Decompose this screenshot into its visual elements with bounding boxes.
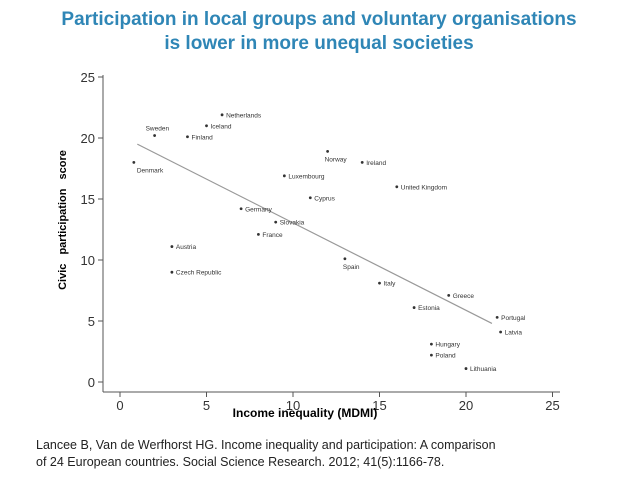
y-tick-label: 10: [81, 253, 95, 268]
point-label: Spain: [343, 264, 360, 271]
y-tick-label: 5: [88, 314, 95, 329]
point-label: Greece: [453, 293, 475, 300]
chart-title-line-2: is lower in more unequal societies: [164, 33, 474, 54]
data-point: [430, 342, 433, 346]
data-point: [464, 367, 468, 370]
point-label: Denmark: [137, 167, 164, 174]
data-point: [360, 161, 364, 164]
point-label: Norway: [325, 156, 348, 163]
data-point: [274, 220, 278, 224]
point-label: Hungary: [435, 342, 460, 349]
data-point: [412, 306, 416, 309]
point-label: France: [262, 232, 283, 239]
data-point: [430, 353, 433, 357]
data-point: [153, 134, 157, 137]
data-point: [205, 124, 208, 128]
data-point: [239, 207, 243, 211]
chart-axes: 0 5 10 15 20 25 0 5 10 15 20 25: [81, 70, 560, 413]
x-tick-label: 5: [203, 398, 210, 413]
regression-line: [137, 143, 493, 324]
y-tick-label: 15: [81, 192, 95, 207]
citation-line-2: of 24 European countries. Social Science…: [36, 455, 445, 469]
data-point: [447, 293, 451, 297]
x-tick-label: 20: [459, 398, 473, 413]
point-label: Austria: [176, 244, 197, 251]
data-point: [186, 135, 189, 139]
y-axis-label: Civic participation score: [57, 150, 69, 290]
data-point: [495, 315, 499, 319]
point-label: Ireland: [366, 160, 386, 167]
x-tick-label: 15: [372, 398, 386, 413]
fit-line-layer: [137, 143, 493, 324]
point-label: Latvia: [505, 329, 523, 336]
citation-line-1: Lancee B, Van de Werfhorst HG. Income in…: [36, 438, 496, 452]
data-points-layer: Netherlands Iceland Sweden Finland Denmark No…: [132, 112, 526, 373]
y-tick-label: 25: [81, 70, 95, 85]
x-tick-label: 10: [286, 398, 300, 413]
point-label: Portugal: [501, 315, 526, 322]
point-label: Netherlands: [226, 112, 262, 119]
data-point: [499, 330, 502, 334]
x-tick-label: 0: [116, 398, 123, 413]
point-label: Italy: [384, 281, 397, 288]
point-label: Cyprus: [314, 195, 335, 202]
x-axis-label: Income inequality (MDMI): [232, 406, 378, 420]
data-point: [170, 245, 174, 248]
x-tick-label: 25: [545, 398, 559, 413]
y-tick-label: 20: [81, 131, 95, 146]
point-label: Germany: [245, 206, 272, 213]
data-point: [220, 113, 224, 117]
point-label: Czech Republic: [176, 270, 222, 277]
data-point: [395, 185, 399, 189]
data-point: [257, 232, 260, 236]
data-point: [308, 196, 312, 200]
data-point: [343, 257, 347, 261]
y-tick-label: 0: [88, 375, 95, 390]
chart-title-line-1: Participation in local groups and volunt…: [61, 9, 577, 30]
point-label: Slovakia: [280, 220, 305, 227]
point-label: Sweden: [146, 126, 170, 133]
point-label: Estonia: [418, 305, 440, 312]
point-label: Luxembourg: [288, 173, 325, 180]
data-point: [132, 161, 136, 164]
data-point: [282, 174, 286, 178]
data-point: [326, 150, 329, 153]
point-label: Finland: [191, 134, 213, 141]
data-point: [378, 281, 381, 285]
point-label: Poland: [435, 353, 456, 360]
point-label: Iceland: [211, 123, 232, 130]
point-label: Lithuania: [470, 366, 497, 373]
data-point: [170, 270, 174, 274]
point-label: United Kingdom: [401, 184, 447, 191]
citation: Lancee B, Van de Werfhorst HG. Income in…: [36, 437, 626, 471]
chart-title: Participation in local groups and volunt…: [0, 8, 638, 56]
